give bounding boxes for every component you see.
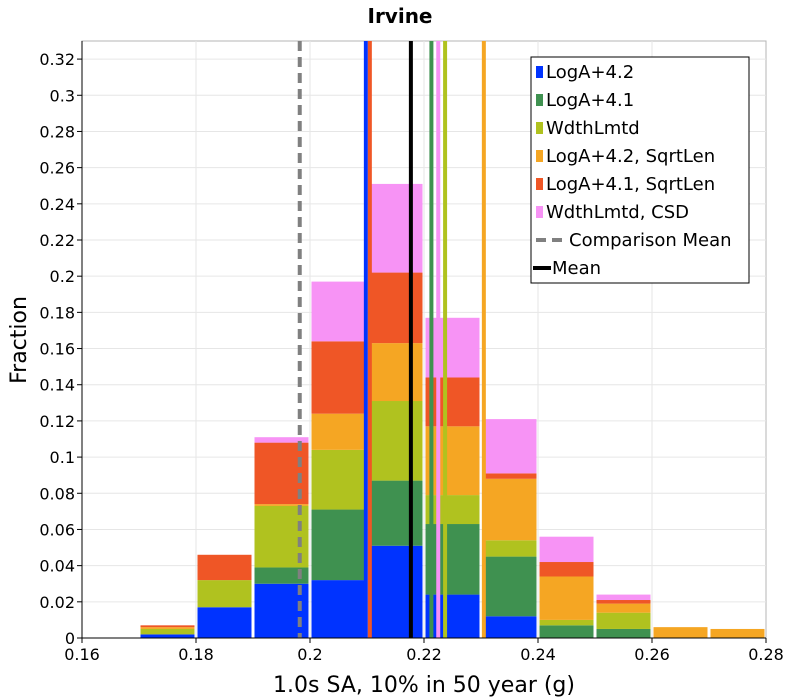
- x-tick-label: 0.28: [748, 645, 784, 664]
- histogram-bar-segment: [596, 600, 651, 604]
- legend-label: WdthLmtd: [546, 118, 640, 139]
- y-tick-label: 0.12: [39, 412, 75, 431]
- histogram-bar-segment: [596, 594, 651, 601]
- y-tick-label: 0.26: [39, 159, 75, 178]
- histogram-bar-segment: [311, 413, 366, 450]
- histogram-bar-segment: [140, 634, 195, 638]
- histogram-bar-segment: [596, 628, 651, 638]
- histogram-bar-segment: [368, 343, 423, 402]
- legend-label: Mean: [552, 258, 601, 279]
- histogram-bar-segment: [596, 603, 651, 613]
- means-layer: [297, 41, 486, 638]
- y-axis-label: Fraction: [7, 296, 32, 384]
- histogram-bar-segment: [425, 377, 480, 427]
- histogram-bar-segment: [311, 580, 366, 638]
- histogram-bar-segment: [311, 509, 366, 581]
- x-axis-label: 1.0s SA, 10% in 50 year (g): [273, 673, 575, 698]
- histogram-bar-segment: [368, 401, 423, 481]
- histogram-bar-segment: [368, 272, 423, 344]
- y-tick-label: 0.22: [39, 231, 75, 250]
- legend-label: LogA+4.2: [546, 62, 634, 83]
- y-tick-label: 0.24: [39, 195, 75, 214]
- y-tick-label: 0: [65, 629, 75, 648]
- y-tick-label: 0.16: [39, 340, 75, 359]
- histogram-bar-segment: [425, 524, 480, 595]
- histogram-bar-segment: [254, 437, 309, 443]
- x-tick-label: 0.24: [520, 645, 556, 664]
- histogram-bar-segment: [140, 625, 195, 628]
- histogram-bar-segment: [539, 619, 594, 626]
- legend: LogA+4.2 LogA+4.1 WdthLmtd LogA+4.2, SqrtLe…: [530, 56, 750, 284]
- x-tick-label: 0.22: [406, 645, 442, 664]
- x-tick-label: 0.26: [634, 645, 670, 664]
- x-tick-label: 0.16: [64, 645, 100, 664]
- y-tick-label: 0.2: [50, 267, 75, 286]
- histogram-bar-segment: [482, 556, 537, 617]
- histogram-bar-segment: [140, 628, 195, 635]
- legend-label: LogA+4.2, SqrtLen: [546, 146, 715, 167]
- histogram-bar-segment: [653, 627, 708, 638]
- legend-label: LogA+4.1: [546, 90, 634, 111]
- y-tick-label: 0.02: [39, 593, 75, 612]
- legend-label: Comparison Mean: [569, 230, 732, 251]
- histogram-bar-segment: [482, 540, 537, 557]
- y-tick-label: 0.1: [50, 448, 75, 467]
- y-tick-label: 0.18: [39, 303, 75, 322]
- histogram-bar-segment: [254, 504, 309, 506]
- histogram-bar-segment: [710, 628, 765, 638]
- legend-swatch: [536, 94, 543, 106]
- histogram-bar-segment: [140, 627, 195, 629]
- legend-label: WdthLmtd, CSD: [546, 202, 689, 223]
- legend-swatch: [536, 122, 543, 134]
- histogram-bar-segment: [197, 580, 252, 608]
- y-tick-label: 0.04: [39, 557, 75, 576]
- histogram-bar-segment: [425, 594, 480, 638]
- histogram-bar-segment: [311, 449, 366, 510]
- histogram-bar-segment: [596, 612, 651, 629]
- y-tick-label: 0.32: [39, 50, 75, 69]
- histogram-bar-segment: [254, 567, 309, 584]
- legend-label: LogA+4.1, SqrtLen: [546, 174, 715, 195]
- legend-swatch: [536, 66, 543, 78]
- x-tick-label: 0.2: [297, 645, 322, 664]
- histogram-bar-segment: [425, 317, 480, 378]
- histogram-bar-segment: [539, 625, 594, 638]
- chart-title: Irvine: [368, 4, 433, 28]
- histogram-bar-segment: [311, 341, 366, 414]
- y-tick-label: 0.3: [50, 86, 75, 105]
- y-tick-label: 0.08: [39, 484, 75, 503]
- histogram-bar-segment: [311, 281, 366, 342]
- histogram-bar-segment: [482, 473, 537, 479]
- histogram-bar-segment: [482, 419, 537, 474]
- histogram-bar-segment: [539, 536, 594, 563]
- y-tick-label: 0.28: [39, 122, 75, 141]
- histogram-bar-segment: [368, 545, 423, 638]
- legend-swatch: [536, 150, 543, 162]
- histogram-bar-segment: [197, 607, 252, 638]
- histogram-bar-segment: [197, 554, 252, 581]
- histogram-bar-segment: [425, 426, 480, 496]
- histogram-bar-segment: [539, 562, 594, 577]
- y-tick-label: 0.06: [39, 520, 75, 539]
- x-tick-label: 0.18: [178, 645, 214, 664]
- histogram-bar-segment: [368, 480, 423, 546]
- histogram-bar-segment: [482, 616, 537, 638]
- legend-box: [530, 56, 750, 284]
- legend-swatch: [536, 178, 543, 190]
- legend-swatch: [536, 206, 543, 218]
- y-tick-label: 0.14: [39, 376, 75, 395]
- histogram-bar-segment: [482, 478, 537, 541]
- histogram-bar-segment: [368, 183, 423, 273]
- histogram-bar-segment: [425, 495, 480, 525]
- axes-layer: 0.16 0.18 0.2 0.22 0.24 0.26 0.28 0 0.02 0.04 0.06…: [39, 41, 784, 664]
- histogram-bar-segment: [539, 576, 594, 620]
